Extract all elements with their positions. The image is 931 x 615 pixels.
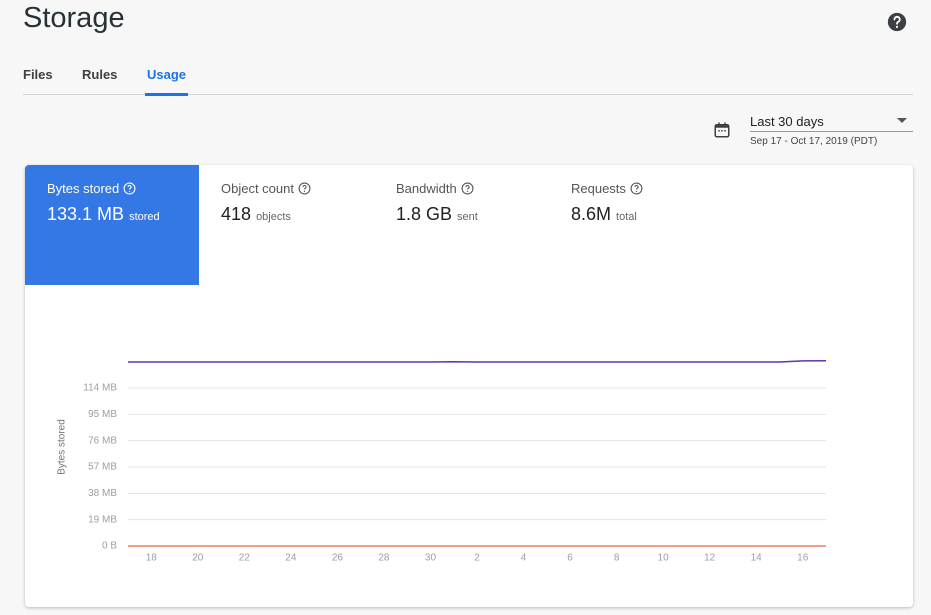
metric-name: Bandwidth — [396, 181, 457, 196]
y-tick-label: 38 MB — [88, 488, 117, 499]
x-tick-label: 16 — [797, 553, 809, 564]
x-tick-label: 14 — [751, 553, 763, 564]
metric-unit: objects — [256, 211, 291, 223]
metric-value: 8.6M total — [571, 204, 637, 225]
x-tick-label: 22 — [239, 553, 251, 564]
metric-name: Bytes stored — [47, 181, 120, 196]
x-tick-label: 28 — [378, 553, 390, 564]
x-tick-label: 6 — [567, 553, 573, 564]
metric-name: Requests — [571, 181, 626, 196]
tab-divider — [23, 94, 913, 95]
metric-name: Object count — [221, 181, 294, 196]
date-range-select[interactable]: Last 30 days — [750, 114, 824, 129]
info-icon[interactable] — [630, 182, 643, 195]
x-tick-label: 30 — [425, 553, 437, 564]
metric-number: 8.6M — [571, 204, 612, 224]
metric-label[interactable]: Requests — [571, 181, 643, 196]
metric-unit: sent — [457, 211, 478, 223]
info-icon[interactable] — [298, 182, 311, 195]
metric-label[interactable]: Bandwidth — [396, 181, 474, 196]
x-tick-label: 2 — [474, 553, 480, 564]
tab[interactable]: Rules — [82, 67, 118, 82]
tab[interactable]: Files — [23, 67, 53, 82]
select-underline — [750, 131, 913, 132]
tab[interactable]: Usage — [147, 67, 187, 82]
metric-value: 1.8 GB sent — [396, 204, 478, 225]
metric-number: 133.1 MB — [47, 204, 125, 224]
page-title: Storage — [23, 2, 125, 34]
y-tick-label: 95 MB — [88, 409, 117, 420]
metric-number: 418 — [221, 204, 252, 224]
y-tick-label: 114 MB — [83, 383, 117, 394]
tab-indicator — [145, 93, 188, 96]
selected-metric[interactable] — [25, 165, 199, 285]
y-axis-title: Bytes stored — [57, 419, 68, 475]
series-line — [128, 359, 827, 363]
metric-label[interactable]: Object count — [221, 181, 311, 196]
x-tick-label: 4 — [521, 553, 527, 564]
x-tick-label: 12 — [704, 553, 716, 564]
y-tick-label: 0 B — [102, 541, 117, 552]
x-tick-label: 24 — [285, 553, 297, 564]
metric-unit: total — [616, 211, 637, 223]
metric-unit: stored — [129, 211, 160, 223]
x-tick-label: 8 — [614, 553, 620, 564]
date-range-text: Sep 17 - Oct 17, 2019 (PDT) — [750, 136, 878, 147]
x-tick-label: 26 — [332, 553, 344, 564]
calendar-icon[interactable] — [713, 121, 731, 139]
dropdown-arrow[interactable] — [897, 118, 907, 124]
x-tick-label: 18 — [146, 553, 158, 564]
x-tick-label: 20 — [192, 553, 204, 564]
info-icon[interactable] — [461, 182, 474, 195]
help-button[interactable] — [886, 11, 908, 33]
y-tick-label: 19 MB — [88, 514, 117, 525]
y-tick-label: 57 MB — [88, 462, 117, 473]
metric-value: 418 objects — [221, 204, 291, 225]
x-tick-label: 10 — [658, 553, 670, 564]
metric-value: 133.1 MB stored — [47, 204, 160, 225]
y-tick-label: 76 MB — [88, 435, 117, 446]
info-icon[interactable] — [123, 182, 136, 195]
metric-label[interactable]: Bytes stored — [47, 181, 136, 196]
metric-number: 1.8 GB — [396, 204, 453, 224]
